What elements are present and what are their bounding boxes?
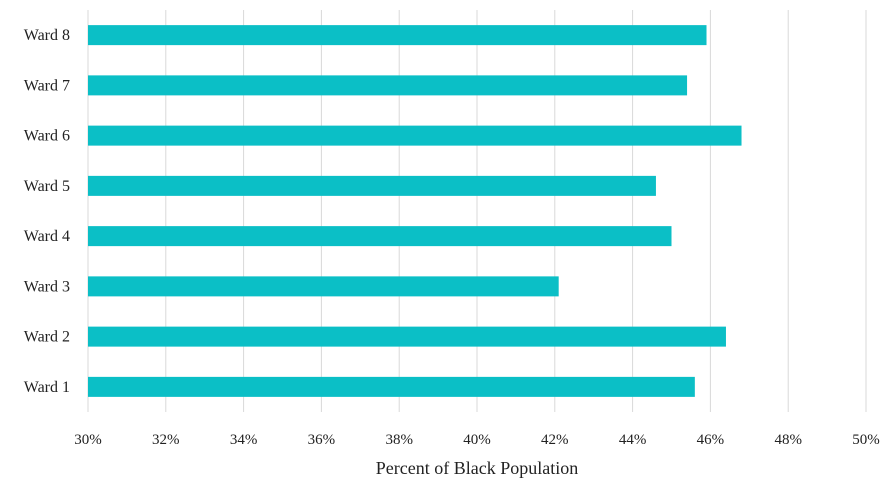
bar-ward-4	[88, 226, 672, 247]
category-label: Ward 5	[24, 178, 70, 195]
bar-ward-1	[88, 376, 695, 397]
bar-ward-6	[88, 125, 742, 146]
x-tick-label: 38%	[385, 432, 413, 448]
x-tick-label: 48%	[774, 432, 802, 448]
x-tick-label: 34%	[230, 432, 258, 448]
bar-ward-7	[88, 75, 688, 96]
x-tick-label: 36%	[308, 432, 336, 448]
bar-ward-2	[88, 326, 726, 347]
x-tick-label: 46%	[697, 432, 725, 448]
bars	[88, 25, 742, 397]
x-axis-title: Percent of Black Population	[376, 458, 578, 478]
x-tick-label: 40%	[463, 432, 491, 448]
category-label: Ward 4	[24, 228, 70, 245]
gridlines	[87, 10, 867, 412]
x-tick-labels: 30% 32% 34% 36% 38% 40% 42% 44% 46% 48% 50%	[74, 432, 880, 448]
bar-ward-8	[88, 25, 707, 46]
bar-ward-3	[88, 276, 559, 297]
x-tick-label: 42%	[541, 432, 569, 448]
x-tick-label: 44%	[619, 432, 647, 448]
category-label: Ward 7	[24, 77, 70, 94]
bar-ward-5	[88, 175, 656, 196]
x-tick-label: 32%	[152, 432, 180, 448]
category-label: Ward 1	[24, 379, 70, 396]
x-tick-label: 30%	[74, 432, 102, 448]
x-tick-label: 50%	[852, 432, 880, 448]
category-label: Ward 3	[24, 278, 70, 295]
category-labels: Ward 1 Ward 2 Ward 3 Ward 4 Ward 5 Ward 6 Ward…	[24, 27, 70, 396]
category-label: Ward 8	[24, 27, 70, 44]
category-label: Ward 6	[24, 128, 70, 145]
category-label: Ward 2	[24, 329, 70, 346]
